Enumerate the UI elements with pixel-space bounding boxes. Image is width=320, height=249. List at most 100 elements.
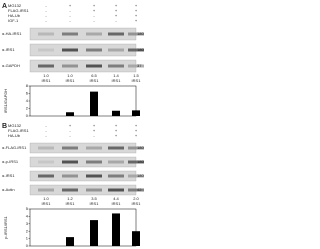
lane-value: 1.0 (43, 196, 49, 201)
band (86, 146, 102, 150)
lane-value: 1.4 (113, 73, 119, 78)
condition-sign: + (135, 123, 138, 128)
band (108, 48, 124, 52)
condition-sign: + (115, 133, 118, 138)
bar (90, 220, 98, 246)
band (38, 32, 54, 36)
band (108, 174, 124, 178)
lane-label: IRS1 (66, 201, 76, 206)
condition-label: HA-Ub (8, 133, 21, 138)
lane-label: IRS1 (42, 78, 52, 83)
condition-sign: - (69, 128, 71, 133)
condition-sign: - (115, 18, 117, 23)
condition-sign: + (93, 123, 96, 128)
lane-label: IRS1 (66, 78, 76, 83)
band (38, 160, 54, 164)
lane-value: 2.0 (133, 196, 139, 201)
band (128, 174, 144, 178)
condition-sign: + (135, 13, 138, 18)
y-axis-label: IRS1/GAPDH (3, 89, 8, 113)
band (62, 64, 78, 68)
condition-sign: - (69, 18, 71, 23)
lane-value: 1.5 (133, 73, 139, 78)
condition-sign: - (93, 18, 95, 23)
band (38, 146, 54, 150)
condition-sign: + (135, 133, 138, 138)
size-marker: 180 (137, 47, 144, 52)
condition-sign: + (135, 18, 138, 23)
y-tick-label: 5 (26, 206, 29, 211)
band (86, 64, 102, 68)
condition-sign: - (69, 8, 71, 13)
band (38, 174, 54, 178)
lane-value: 6.5 (91, 73, 97, 78)
chart-frame (29, 208, 137, 247)
size-marker: 180 (137, 31, 144, 36)
band (62, 146, 78, 150)
lane-label: IRS1 (90, 78, 100, 83)
lane-value: 4.4 (113, 196, 119, 201)
band (128, 146, 144, 150)
condition-sign: + (115, 8, 118, 13)
condition-sign: - (93, 133, 95, 138)
y-tick-label: 4 (26, 213, 29, 218)
condition-sign: + (93, 128, 96, 133)
condition-sign: + (135, 8, 138, 13)
band (128, 32, 144, 36)
blot-label: α-FLAG-IRS1 (2, 145, 27, 150)
condition-label: FLAG-IRS1 (8, 128, 29, 133)
figure: A MG132- + + + +FLAG-IRS1- - + + +HA-Ub - - - + +IGF-1… (2, 3, 144, 248)
size-marker: 180 (137, 173, 144, 178)
bar (112, 110, 120, 116)
blot-label: α-IRS1 (2, 47, 15, 52)
y-tick-label: 0 (26, 243, 29, 248)
condition-sign: - (69, 13, 71, 18)
band (108, 146, 124, 150)
lane-label: IRS1 (112, 78, 122, 83)
lane-label: IRS1 (42, 201, 52, 206)
bar (66, 112, 74, 116)
y-tick-label: 8 (26, 83, 29, 88)
blot-label: α-GAPDH (2, 63, 20, 68)
y-tick-label: 3 (26, 221, 29, 226)
y-tick-label: 4 (26, 98, 29, 103)
band (38, 48, 54, 52)
size-marker: 180 (137, 145, 144, 150)
band (38, 188, 54, 192)
band (108, 32, 124, 36)
bar (90, 91, 98, 116)
condition-sign: - (45, 3, 47, 8)
condition-sign: + (93, 8, 96, 13)
band (128, 48, 144, 52)
y-tick-label: 2 (26, 228, 29, 233)
y-tick-label: 0 (26, 113, 29, 118)
condition-label: IGF-1 (8, 18, 19, 23)
lane-value: 1.0 (67, 73, 73, 78)
condition-label: FLAG-IRS1 (8, 8, 29, 13)
band (108, 188, 124, 192)
band (62, 160, 78, 164)
condition-sign: + (115, 128, 118, 133)
blot-label: α-Actin (2, 187, 15, 192)
condition-sign: + (135, 128, 138, 133)
blot-label: α-p-IRS1 (2, 159, 19, 164)
condition-sign: + (115, 13, 118, 18)
panel-label: B (2, 123, 7, 130)
band (62, 32, 78, 36)
size-marker: 42 (137, 187, 142, 192)
condition-sign: - (45, 13, 47, 18)
y-tick-label: 2 (26, 106, 29, 111)
size-marker: 180 (137, 159, 144, 164)
chart-frame (29, 85, 137, 117)
condition-sign: + (135, 3, 138, 8)
y-axis-label: p-IRS1/IRS1 (3, 215, 8, 238)
bar (132, 231, 140, 246)
condition-label: MG132 (8, 123, 22, 128)
panel-label: A (2, 3, 7, 10)
condition-sign: - (45, 8, 47, 13)
band (128, 188, 144, 192)
condition-sign: + (69, 123, 72, 128)
band (86, 188, 102, 192)
band (128, 64, 144, 68)
condition-label: HA-Ub (8, 13, 21, 18)
